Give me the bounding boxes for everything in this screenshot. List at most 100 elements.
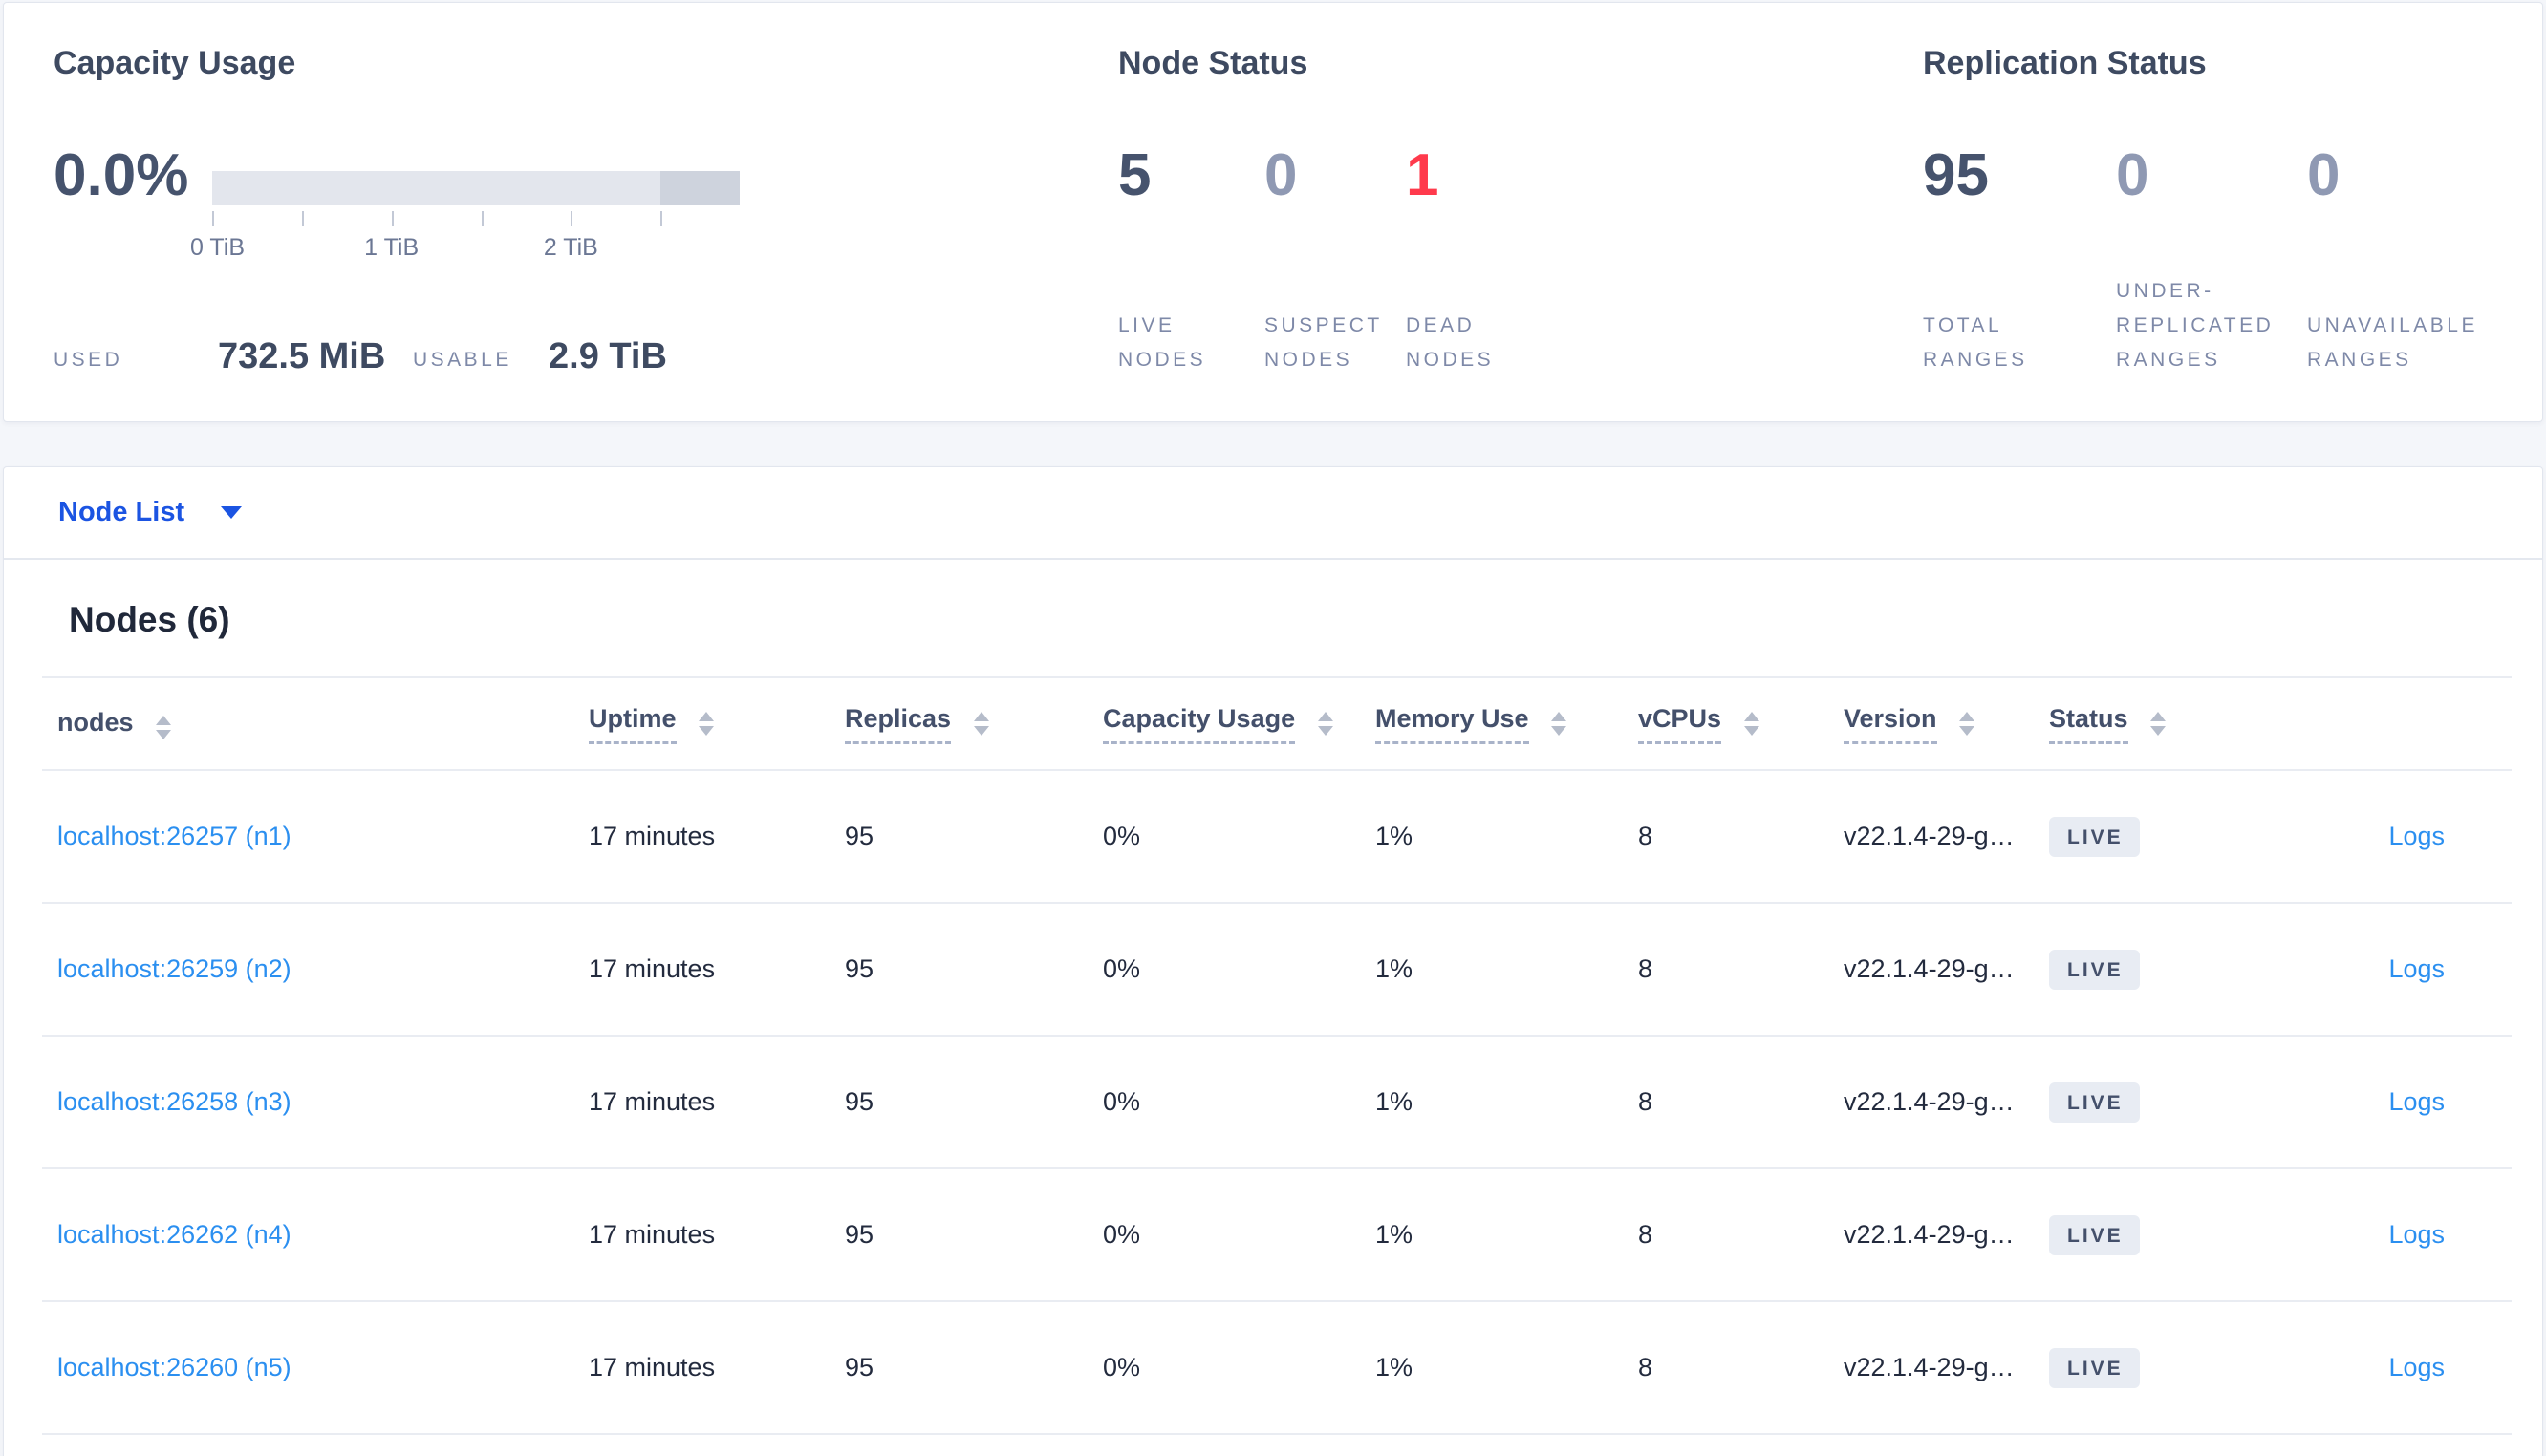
node-list-panel: Node List Nodes (6) nodes Uptime (3, 466, 2543, 1456)
version-cell: v22.1.4-29-g… (1844, 1168, 2049, 1302)
node-link[interactable]: localhost:26258 (n3) (57, 1087, 291, 1116)
capacity-details: USED 732.5 MiB USABLE 2.9 TiB (54, 332, 742, 377)
logs-cell: Logs (2288, 1301, 2512, 1435)
capacity-bar-other-segment (660, 171, 740, 205)
sort-arrows-icon (1317, 711, 1333, 736)
node-link[interactable]: localhost:26259 (n2) (57, 954, 291, 983)
memory-use-cell: 1% (1375, 1301, 1638, 1435)
table-row: localhost:26257 (n1) 17 minutes 95 0% 1%… (42, 770, 2512, 904)
uptime-cell: 17 minutes (589, 1036, 845, 1169)
uptime-cell: 17 minutes (589, 903, 845, 1037)
capacity-usage-cell: 0% (1103, 903, 1375, 1037)
cluster-overview-panel: Capacity Usage Node Status Replication S… (3, 2, 2543, 422)
col-header-capacity-usage[interactable]: Capacity Usage (1103, 676, 1375, 771)
suspect-nodes-count: 0 (1264, 142, 1298, 208)
capacity-usage-cell: 0% (1103, 1301, 1375, 1435)
col-header-logs (2288, 676, 2512, 771)
uptime-cell: 17 minutes (589, 770, 845, 904)
node-link[interactable]: localhost:26257 (n1) (57, 822, 291, 850)
status-badge: LIVE (2049, 816, 2140, 857)
nodes-list-body: Nodes (6) nodes Uptime (4, 600, 2542, 1435)
col-header-version[interactable]: Version (1844, 676, 2049, 771)
version-cell: v22.1.4-29-g… (1844, 770, 2049, 904)
sort-arrows-icon (2150, 711, 2167, 736)
sort-arrows-icon (1743, 711, 1759, 736)
uptime-cell: 17 minutes (589, 1168, 845, 1302)
table-header-row: nodes Uptime Replicas Capacity Usage (42, 676, 2512, 771)
capacity-usage-cell: 0% (1103, 1168, 1375, 1302)
replicas-cell: 95 (845, 770, 1103, 904)
live-nodes-label: LIVE NODES (1118, 313, 1207, 371)
node-cell: localhost:26262 (n4) (42, 1168, 589, 1302)
capacity-usage-title: Capacity Usage (54, 45, 296, 81)
total-ranges-label: TOTAL RANGES (1923, 313, 2028, 371)
sort-arrows-icon (156, 716, 172, 739)
status-cell: LIVE (2049, 770, 2288, 904)
logs-link[interactable]: Logs (2388, 1220, 2445, 1249)
sort-arrows-icon (1551, 711, 1567, 736)
logs-link[interactable]: Logs (2388, 822, 2445, 850)
unavailable-ranges-label: UNAVAILABLE RANGES (2307, 313, 2478, 371)
suspect-nodes-label: SUSPECT NODES (1264, 313, 1383, 371)
capacity-usage-cell: 0% (1103, 770, 1375, 904)
table-row: localhost:26259 (n2) 17 minutes 95 0% 1%… (42, 903, 2512, 1037)
node-link[interactable]: localhost:26262 (n4) (57, 1220, 291, 1249)
unavailable-ranges-count: 0 (2307, 142, 2341, 208)
tick-label-2: 2 TiB (543, 234, 598, 261)
status-badge: LIVE (2049, 1081, 2140, 1123)
live-nodes-count: 5 (1118, 142, 1152, 208)
col-header-replicas[interactable]: Replicas (845, 676, 1103, 771)
col-header-uptime[interactable]: Uptime (589, 676, 845, 771)
view-selector-bar: Node List (4, 467, 2542, 560)
logs-link[interactable]: Logs (2388, 1087, 2445, 1116)
node-status-values: 5 0 1 (1118, 146, 1597, 205)
col-header-memory-use[interactable]: Memory Use (1375, 676, 1638, 771)
capacity-axis-ticks (212, 211, 740, 230)
col-header-nodes[interactable]: nodes (42, 676, 589, 771)
view-selector-dropdown[interactable]: Node List (58, 497, 185, 527)
caret-down-icon (221, 506, 243, 519)
logs-cell: Logs (2288, 770, 2512, 904)
logs-link[interactable]: Logs (2388, 954, 2445, 983)
nodes-table: nodes Uptime Replicas Capacity Usage (42, 676, 2512, 1435)
memory-use-cell: 1% (1375, 770, 1638, 904)
used-label: USED (54, 348, 123, 371)
tick-label-1: 1 TiB (364, 234, 420, 261)
used-value: 732.5 MiB (218, 336, 386, 376)
capacity-bar-usable-segment (212, 171, 661, 205)
capacity-axis-labels: 0 TiB 1 TiB 2 TiB (190, 234, 740, 263)
capacity-bar (212, 171, 740, 205)
under-replicated-ranges-count: 0 (2116, 142, 2149, 208)
node-cell: localhost:26259 (n2) (42, 903, 589, 1037)
status-cell: LIVE (2049, 1301, 2288, 1435)
status-cell: LIVE (2049, 1036, 2288, 1169)
vcpus-cell: 8 (1638, 903, 1844, 1037)
sort-arrows-icon (699, 711, 715, 736)
node-link[interactable]: localhost:26260 (n5) (57, 1353, 291, 1381)
vcpus-cell: 8 (1638, 1301, 1844, 1435)
replicas-cell: 95 (845, 903, 1103, 1037)
nodes-table-body: localhost:26257 (n1) 17 minutes 95 0% 1%… (42, 770, 2512, 1435)
sort-arrows-icon (973, 711, 989, 736)
replication-status-values: 95 0 0 (1923, 146, 2527, 205)
table-row: localhost:26258 (n3) 17 minutes 95 0% 1%… (42, 1036, 2512, 1169)
vcpus-cell: 8 (1638, 1168, 1844, 1302)
replication-status-title: Replication Status (1923, 45, 2207, 81)
node-cell: localhost:26257 (n1) (42, 770, 589, 904)
replication-status-labels: TOTAL RANGES UNDER-REPLICATED RANGES UNA… (1923, 274, 2527, 377)
version-cell: v22.1.4-29-g… (1844, 903, 2049, 1037)
tick-label-0: 0 TiB (190, 234, 246, 261)
replicas-cell: 95 (845, 1168, 1103, 1302)
col-header-vcpus[interactable]: vCPUs (1638, 676, 1844, 771)
memory-use-cell: 1% (1375, 1036, 1638, 1169)
node-status-title: Node Status (1118, 45, 1308, 81)
dead-nodes-label: DEAD NODES (1406, 313, 1495, 371)
vcpus-cell: 8 (1638, 1036, 1844, 1169)
logs-link[interactable]: Logs (2388, 1353, 2445, 1381)
logs-cell: Logs (2288, 903, 2512, 1037)
col-header-status[interactable]: Status (2049, 676, 2288, 771)
node-cell: localhost:26260 (n5) (42, 1301, 589, 1435)
status-badge: LIVE (2049, 1347, 2140, 1388)
table-row: localhost:26262 (n4) 17 minutes 95 0% 1%… (42, 1168, 2512, 1302)
status-cell: LIVE (2049, 1168, 2288, 1302)
